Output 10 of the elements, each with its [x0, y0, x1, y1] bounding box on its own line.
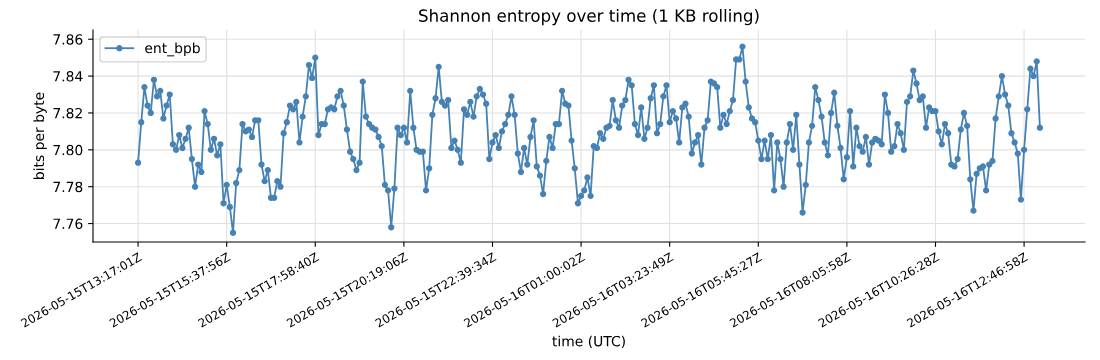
y-tick-label: 7.76: [53, 218, 83, 230]
y-tick-label: 7.82: [53, 107, 82, 119]
y-axis-title: bits per byte: [33, 92, 47, 179]
y-tick-label: 7.86: [53, 34, 83, 45]
x-axis-title: time (UTC): [552, 335, 625, 349]
y-tick-label: 7.84: [53, 71, 83, 82]
chart-title: Shannon entropy over time (1 KB rolling): [419, 9, 759, 26]
y-tick-label: 7.80: [53, 144, 83, 156]
legend-label: ent_bpb: [145, 42, 200, 57]
y-tick-label: 7.78: [53, 181, 83, 193]
